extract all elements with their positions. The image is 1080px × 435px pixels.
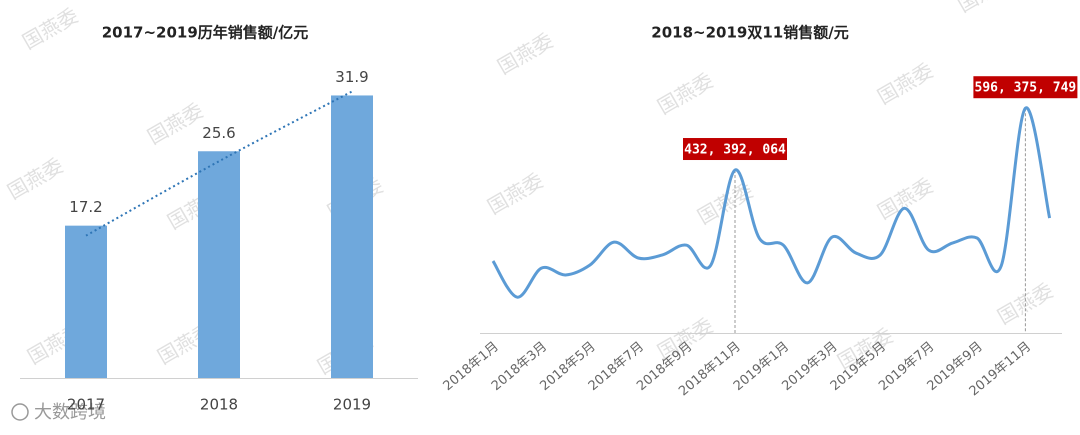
- watermarks: 国燕委国燕委国燕委国燕委国燕委 国燕委国燕委国燕委 国燕委国燕委 国燕委 国燕委国燕委国…: [3, 0, 1057, 379]
- x-tick-label: 2017: [67, 396, 105, 414]
- watermark: 国燕委: [18, 3, 82, 54]
- annotation-box: [683, 138, 787, 161]
- data-label: 432, 392, 064: [684, 143, 786, 158]
- data-label: 25.6: [202, 124, 235, 142]
- bar: [65, 225, 107, 378]
- x-tick-label: 2019: [333, 396, 371, 414]
- watermark: 国燕委: [143, 98, 207, 149]
- watermark: 国燕委: [493, 28, 557, 79]
- chart-title: 2017~2019历年销售额/亿元: [102, 24, 309, 42]
- watermark: 国燕委: [953, 0, 1017, 17]
- bar: [331, 95, 373, 378]
- trendline: [85, 90, 353, 237]
- logo-icon: [11, 403, 29, 421]
- watermark: 国燕委: [483, 168, 547, 219]
- annotation-box: [973, 76, 1078, 99]
- watermark: 国燕委: [873, 173, 937, 224]
- logo-text: 大数跨境: [34, 402, 106, 423]
- x-tick-label: 2018: [200, 396, 238, 414]
- watermark: 国燕委: [3, 153, 67, 204]
- data-label: 596, 375, 749: [975, 81, 1077, 96]
- bar: [198, 151, 240, 378]
- watermark: 国燕委: [653, 68, 717, 119]
- data-label: 31.9: [335, 68, 368, 86]
- data-label: 17.2: [69, 198, 102, 216]
- chart-title: 2018~2019双11销售额/元: [651, 24, 848, 42]
- line: [491, 106, 1052, 299]
- watermark: 国燕委: [873, 58, 937, 109]
